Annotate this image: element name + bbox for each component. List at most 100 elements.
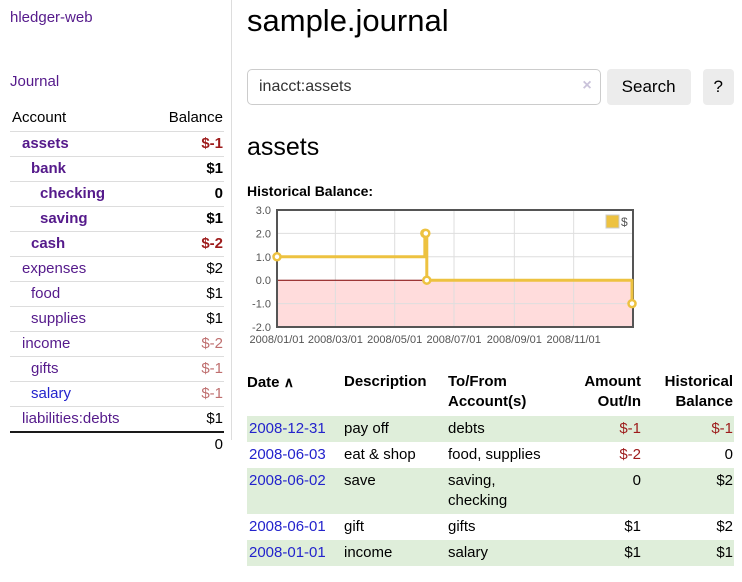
- amount-column-header: Amount Out/In: [584, 373, 641, 410]
- transaction-amount: $1: [624, 518, 641, 535]
- transaction-date-link[interactable]: 2008-06-01: [249, 518, 326, 535]
- svg-text:2.0: 2.0: [256, 228, 271, 240]
- date-column-label: Date: [247, 374, 280, 391]
- account-link[interactable]: cash: [31, 235, 66, 252]
- svg-text:2008/07/01: 2008/07/01: [426, 334, 481, 346]
- description-column-header: Description: [344, 373, 427, 390]
- transaction-accounts: saving, checking: [448, 472, 508, 509]
- account-link[interactable]: checking: [40, 185, 106, 202]
- account-row: salary $-1: [10, 381, 224, 407]
- historical-balance-chart[interactable]: 2008/01/01 2008/03/01 2008/05/01 2008/07/01…: [247, 205, 734, 351]
- account-row: gifts $-1: [10, 356, 224, 382]
- transaction-accounts: salary: [448, 544, 489, 561]
- account-balance: $-1: [150, 381, 224, 407]
- register-table: Date ∧ Description To/From Account(s) Am…: [247, 370, 734, 566]
- account-link[interactable]: assets: [22, 135, 69, 152]
- transaction-description: eat & shop: [344, 446, 416, 463]
- svg-text:-2.0: -2.0: [252, 322, 271, 334]
- accounts-column-header-register: To/From Account(s): [448, 373, 527, 410]
- date-column-header[interactable]: Date ∧: [247, 370, 344, 416]
- transaction-row: 2008-06-01 gift gifts $1 $2: [247, 514, 734, 540]
- search-form: × Search ?: [247, 69, 734, 105]
- svg-text:2008/03/01: 2008/03/01: [308, 334, 363, 346]
- search-button[interactable]: Search: [606, 69, 691, 105]
- account-link[interactable]: gifts: [31, 360, 59, 377]
- svg-text:2008/09/01: 2008/09/01: [487, 334, 542, 346]
- account-balance: $-1: [150, 356, 224, 382]
- account-balance: $-2: [150, 231, 224, 257]
- account-row: expenses $2: [10, 256, 224, 282]
- search-box: ×: [247, 69, 601, 105]
- svg-text:-1.0: -1.0: [252, 299, 271, 311]
- account-balance: $1: [150, 156, 224, 182]
- svg-text:2008/01/01: 2008/01/01: [249, 334, 304, 346]
- transaction-date-link[interactable]: 2008-01-01: [249, 544, 326, 561]
- accounts-total-value: 0: [150, 431, 224, 455]
- account-row: bank $1: [10, 156, 224, 182]
- transaction-balance: $2: [716, 472, 733, 489]
- transaction-amount: $1: [624, 544, 641, 561]
- historical-balance-chart-svg: 2008/01/01 2008/03/01 2008/05/01 2008/07/01…: [249, 205, 637, 346]
- transaction-accounts: gifts: [448, 518, 476, 535]
- account-link[interactable]: liabilities:debts: [22, 410, 120, 427]
- help-button[interactable]: ?: [702, 69, 734, 105]
- transaction-amount: $-2: [619, 446, 641, 463]
- svg-text:1.0: 1.0: [256, 252, 271, 264]
- account-row: income $-2: [10, 331, 224, 357]
- account-link[interactable]: supplies: [31, 310, 87, 327]
- account-balance: $1: [150, 306, 224, 332]
- account-link[interactable]: food: [31, 285, 61, 302]
- main-content: sample.journal × Search ? assets Histori…: [247, 0, 742, 566]
- account-balance: $1: [206, 410, 223, 427]
- sort-ascending-icon: ∧: [283, 374, 294, 390]
- transaction-balance: $2: [716, 518, 733, 535]
- app-brand-link[interactable]: hledger-web: [10, 9, 93, 26]
- accounts-total-row: 0: [10, 431, 224, 455]
- transaction-balance: $-1: [711, 420, 733, 437]
- account-link[interactable]: salary: [31, 385, 72, 402]
- svg-text:2008/11/01: 2008/11/01: [547, 334, 601, 346]
- account-balance: $1: [150, 281, 224, 307]
- chart-title: Historical Balance:: [247, 183, 374, 199]
- account-row: saving $1: [10, 206, 224, 232]
- accounts-table: Account Balance assets $-1 bank $1 check…: [10, 107, 224, 455]
- page-title: sample.journal: [247, 3, 449, 38]
- clear-search-icon[interactable]: ×: [582, 77, 592, 94]
- transaction-row: 2008-06-03 eat & shop food, supplies $-2…: [247, 442, 734, 468]
- transaction-accounts: food, supplies: [448, 446, 541, 463]
- historical-balance-column-header: Historical Balance: [664, 373, 733, 410]
- transaction-amount: 0: [632, 472, 641, 489]
- transaction-row: 2008-06-02 save saving, checking 0 $2: [247, 468, 734, 514]
- transaction-description: gift: [344, 518, 365, 535]
- balance-column-header: Balance: [150, 107, 224, 132]
- accounts-column-header: Account: [10, 107, 151, 132]
- svg-text:0.0: 0.0: [256, 275, 271, 287]
- nav-journal-link[interactable]: Journal: [10, 73, 60, 90]
- transaction-description: income: [344, 544, 393, 561]
- account-row: food $1: [10, 281, 224, 307]
- account-balance: 0: [150, 181, 224, 207]
- register-header-row: Date ∧ Description To/From Account(s) Am…: [247, 370, 734, 416]
- account-balance: $2: [150, 256, 224, 282]
- account-link[interactable]: expenses: [22, 260, 87, 277]
- transaction-date-link[interactable]: 2008-06-02: [249, 472, 326, 489]
- sidebar: hledger-web Journal Account Balance asse…: [0, 0, 232, 455]
- search-input[interactable]: [247, 69, 601, 105]
- account-row: checking 0: [10, 181, 224, 207]
- transaction-accounts: debts: [448, 420, 485, 437]
- account-link[interactable]: bank: [31, 160, 67, 177]
- transaction-date-link[interactable]: 2008-12-31: [249, 420, 326, 437]
- account-balance: $1: [150, 206, 224, 232]
- svg-text:3.0: 3.0: [256, 205, 271, 217]
- transaction-amount: $-1: [619, 420, 641, 437]
- account-row: cash $-2: [10, 231, 224, 257]
- account-link[interactable]: saving: [40, 210, 88, 227]
- transaction-date-link[interactable]: 2008-06-03: [249, 446, 326, 463]
- account-balance: $-2: [150, 331, 224, 357]
- account-balance: $-1: [150, 131, 224, 157]
- account-row: assets $-1: [10, 131, 224, 157]
- account-link[interactable]: income: [22, 335, 71, 352]
- transaction-row: 2008-01-01 income salary $1 $1: [247, 540, 734, 566]
- transaction-row: 2008-12-31 pay off debts $-1 $-1: [247, 416, 734, 442]
- transaction-description: pay off: [344, 420, 389, 437]
